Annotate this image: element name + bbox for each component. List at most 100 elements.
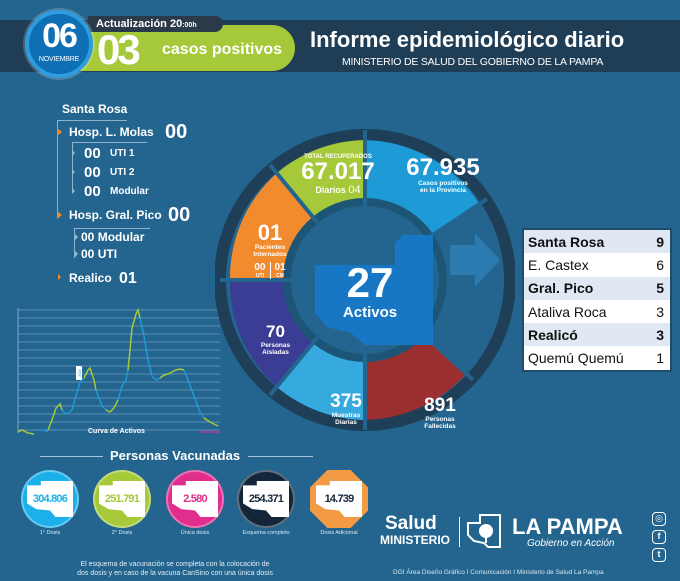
locality-count: 9	[656, 233, 664, 250]
tree-line	[74, 228, 75, 258]
vaccination-title: Personas Vacunadas	[110, 448, 241, 463]
deaths-caption-1: Personas	[425, 416, 455, 423]
samples-caption-1: Muestras	[331, 412, 361, 419]
pico-modular-value: 00	[81, 230, 95, 244]
positives-caption-2: en la Provincia	[420, 187, 466, 194]
locality-count: 3	[656, 303, 664, 320]
vaccine-value: 304.806	[32, 493, 68, 505]
arrow-icon	[72, 150, 75, 156]
locality-count: 1	[656, 350, 664, 367]
instagram-icon[interactable]: ◎	[652, 512, 666, 526]
deaths-value: 891	[424, 395, 456, 416]
date-badge: 06 NOVIEMBRE	[25, 10, 93, 78]
localities-table: Santa Rosa 9 E. Castex 6 Gral. Pico 5 At…	[522, 228, 672, 372]
locality-name: Santa Rosa	[528, 233, 605, 250]
arrow-icon	[72, 188, 75, 194]
positives-value: 67.935	[406, 154, 480, 181]
government-slogan: Gobierno en Acción	[527, 538, 615, 549]
table-row: Realicó 3	[524, 323, 670, 347]
logo-divider	[459, 517, 460, 547]
hospitalized-value: 01	[257, 220, 283, 245]
tree-line	[57, 120, 58, 216]
hospitalized-caption-2: Internados	[253, 251, 287, 258]
hospital-molas-value: 00	[165, 121, 188, 143]
vaccination-note: El esquema de vacunación se completa con…	[70, 560, 280, 578]
samples-caption-2: Diarias	[335, 419, 357, 426]
molas-modular-label: Modular	[110, 186, 149, 197]
isolated-caption-2: Aisladas	[262, 349, 289, 356]
vaccine-first-dose: 304.806 1° Dosis	[21, 470, 90, 536]
twitter-icon[interactable]: t	[652, 548, 666, 562]
isolated-card: 70 Personas Aisladas	[248, 322, 303, 356]
divider	[248, 456, 313, 457]
pico-modular-label: Modular	[97, 230, 145, 244]
uti1-value: 00	[84, 145, 101, 162]
new-cases-count: 03	[97, 26, 141, 73]
samples-card: 375 Muestras Diarias	[316, 391, 376, 427]
vaccine-label: 1° Dosis	[39, 530, 61, 536]
daily-label: Diarios	[315, 185, 346, 195]
tree-line	[57, 120, 127, 121]
city-label: Santa Rosa	[62, 102, 128, 116]
active-label: Activos	[342, 304, 398, 321]
samples-value: 375	[330, 391, 362, 412]
vaccine-badge: 304.806	[21, 470, 79, 528]
isolated-caption-1: Personas	[260, 342, 291, 349]
locality-name: Quemú Quemú	[528, 350, 624, 367]
table-row: Gral. Pico 5	[524, 276, 670, 300]
uti2-label: UTI 2	[110, 167, 135, 178]
tree-line	[74, 228, 150, 229]
new-cases-label: casos positivos	[162, 41, 283, 58]
vaccine-value: 251.791	[104, 493, 140, 505]
vaccine-value: 2.580	[183, 493, 207, 505]
realico-value: 01	[119, 270, 137, 287]
active-value: 27	[346, 259, 394, 306]
realico-label: Realico	[69, 271, 112, 285]
positives-caption-1: Casos positivos	[418, 180, 468, 187]
vaccine-label: Esquema completo	[242, 530, 290, 536]
hospital-tree: Santa Rosa Hosp. L. Molas 00 00 UTI 1 00…	[0, 90, 230, 290]
province-name: LA PAMPA	[512, 514, 623, 539]
pico-uti-value: 00	[81, 247, 95, 261]
vaccine-second-dose: 251.791 2° Dosis	[93, 470, 162, 536]
date-day: 06	[42, 17, 78, 55]
vaccine-complete-scheme: 254.371 Esquema completo	[237, 470, 306, 536]
arrow-icon	[58, 274, 61, 280]
recovered-caption: TOTAL RECUPERADOS	[304, 154, 372, 160]
recovered-value: 67.017	[301, 158, 375, 185]
ministerio-logo: MINISTERIO	[380, 533, 451, 547]
deaths-card: 891 Personas Fallecidas	[410, 395, 470, 431]
vaccine-single-dose: 2.580 Única dosis	[166, 470, 235, 536]
pico-uti-label: UTI	[97, 247, 118, 261]
arrow-icon	[75, 251, 78, 257]
uti1-label: UTI 1	[110, 148, 135, 159]
pico-uti: 00 UTI	[81, 247, 117, 261]
page-subtitle: MINISTERIO DE SALUD DEL GOBIERNO DE LA P…	[342, 56, 604, 68]
salud-logo: Salud	[385, 513, 437, 534]
cm-value: 01	[274, 262, 286, 273]
table-row: Quemú Quemú 1	[524, 346, 670, 369]
locality-name: Realicó	[528, 326, 578, 343]
hospitalized-card: 01 Pacientes Internados 00 UTI 01 CM	[240, 222, 300, 279]
vaccine-label: 2° Dosis	[111, 530, 133, 536]
tree-line	[72, 142, 73, 192]
update-time-suffix: :00h	[182, 22, 197, 29]
facebook-icon[interactable]: f	[652, 530, 666, 544]
deaths-caption-2: Fallecidas	[424, 423, 456, 430]
uti2-value: 00	[84, 164, 101, 181]
arrow-icon	[72, 169, 75, 175]
vaccine-label: Única dosis	[180, 530, 210, 536]
recovered-daily: Diarios 04	[298, 184, 378, 196]
active-curve-chart: 2020	[17, 307, 220, 435]
page-title: Informe epidemiológico diario	[310, 27, 625, 52]
cm-label: CM	[276, 273, 284, 279]
arrow-icon	[57, 211, 62, 219]
locality-count: 5	[656, 280, 664, 297]
locality-name: E. Castex	[528, 256, 589, 273]
stats-ring	[215, 129, 515, 431]
arrow-icon	[75, 234, 78, 240]
date-month: NOVIEMBRE	[38, 56, 80, 63]
uti-value: 00	[254, 262, 266, 273]
recovered-card: TOTAL RECUPERADOS 67.017 Diarios 04	[298, 154, 378, 196]
vaccine-value: 14.739	[324, 493, 355, 505]
